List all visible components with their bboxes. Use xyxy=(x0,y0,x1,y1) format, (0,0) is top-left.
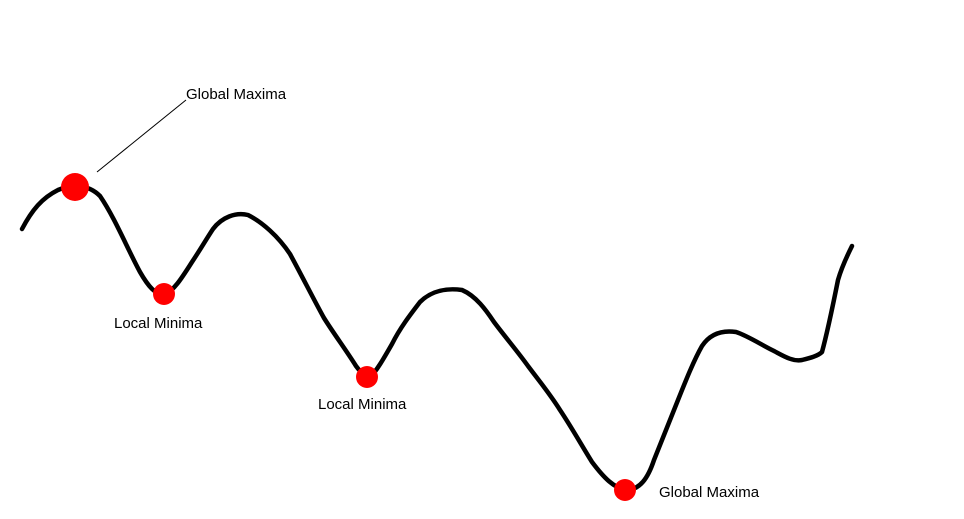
global-maxima-top-label: Global Maxima xyxy=(186,86,287,103)
local-minima-1-marker xyxy=(153,283,175,305)
global-maxima-bottom-label: Global Maxima xyxy=(659,484,760,501)
curve-line xyxy=(19,183,855,493)
local-minima-1-label: Local Minima xyxy=(114,315,203,332)
local-minima-2-marker xyxy=(356,366,378,388)
global-maxima-bottom-marker xyxy=(614,479,636,501)
local-minima-2-label: Local Minima xyxy=(318,396,407,413)
leader-line xyxy=(96,99,187,173)
global-maxima-top-marker xyxy=(61,173,89,201)
